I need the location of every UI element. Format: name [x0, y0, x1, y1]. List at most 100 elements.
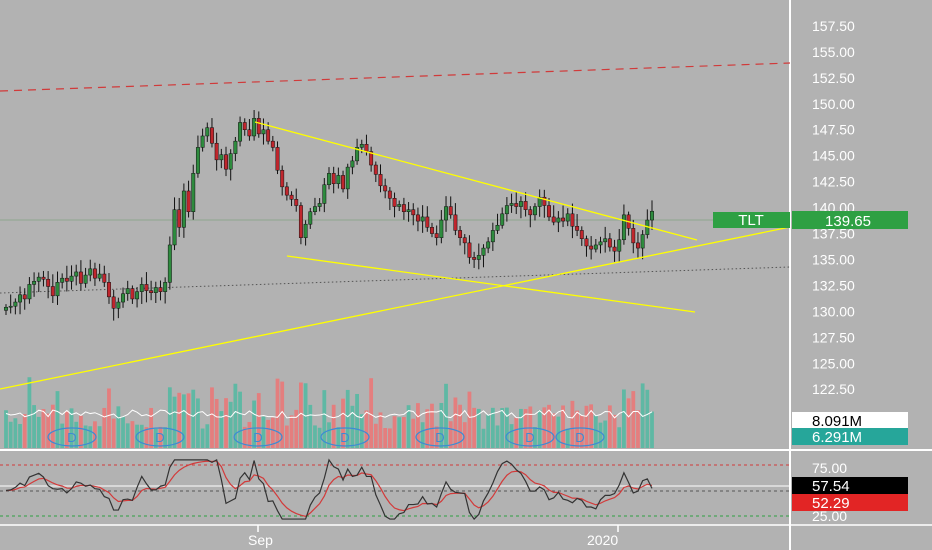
volume-bar — [41, 409, 46, 448]
candle — [22, 288, 27, 310]
candle — [224, 146, 228, 177]
dividend-marker[interactable] — [320, 427, 370, 447]
volume-bar — [490, 407, 495, 448]
rsi-signal-line — [5, 460, 653, 518]
volume-bar — [509, 424, 514, 448]
volume-bar — [107, 388, 111, 448]
volume-bar — [551, 413, 556, 448]
volume-bar — [458, 404, 462, 448]
candle — [294, 188, 299, 212]
price-tick-label: 132.50 — [812, 277, 855, 293]
price-tick-label: 157.50 — [812, 18, 855, 34]
candle — [163, 277, 168, 304]
candle — [509, 193, 514, 213]
candle — [238, 116, 243, 147]
volume-bar — [8, 421, 13, 448]
candle — [636, 232, 640, 259]
candle — [617, 229, 622, 263]
volume-bar — [575, 410, 580, 448]
price-tick-label: 150.00 — [812, 96, 855, 112]
dividend-marker[interactable] — [555, 427, 605, 447]
candle — [139, 277, 144, 304]
volume-bar — [345, 389, 350, 448]
candle — [177, 197, 182, 237]
candle — [181, 183, 186, 238]
candle — [593, 238, 598, 253]
candle — [537, 189, 542, 217]
volume-bar — [387, 428, 392, 448]
volume-bar — [476, 408, 481, 448]
candle — [621, 204, 626, 245]
volume-bar — [542, 407, 547, 448]
rsi-value-tag — [792, 477, 908, 494]
candle — [153, 281, 158, 303]
candle — [458, 225, 463, 246]
volume-bar — [406, 405, 411, 448]
price-tick-label: 130.00 — [812, 303, 855, 319]
volume-bar — [270, 417, 275, 448]
candle — [607, 233, 612, 252]
volume-bar — [74, 421, 79, 448]
rsi-line — [5, 458, 653, 520]
candle — [533, 203, 537, 221]
candle — [36, 272, 41, 293]
candle — [472, 251, 477, 268]
volume-bar — [411, 418, 416, 448]
candle — [64, 265, 69, 292]
volume-bar — [467, 391, 472, 448]
candle — [518, 196, 523, 219]
volume-bar — [256, 393, 261, 448]
candle — [130, 285, 135, 304]
volume-bar — [444, 383, 448, 448]
volume-bar — [607, 405, 612, 448]
candle — [392, 192, 397, 218]
volume-bar — [210, 387, 214, 448]
volume-bar — [18, 423, 22, 448]
candle — [411, 203, 416, 226]
dividend-marker[interactable] — [233, 427, 283, 447]
volume-bar — [111, 418, 116, 448]
volume-bar — [167, 387, 172, 448]
candle — [270, 135, 275, 152]
candle — [476, 243, 481, 270]
volume-bar — [584, 405, 589, 448]
volume-bar — [191, 389, 196, 448]
candle — [275, 141, 280, 175]
volume-bar — [626, 398, 631, 448]
candle — [303, 220, 308, 246]
candle — [121, 287, 125, 308]
volume-bar — [125, 423, 130, 448]
candle — [369, 146, 374, 172]
dividend-marker[interactable] — [505, 427, 555, 447]
candle — [256, 111, 261, 138]
candle — [406, 202, 411, 222]
volume-bar — [22, 414, 27, 448]
volume-bar — [514, 417, 519, 448]
volume-bar — [172, 396, 177, 448]
dividend-marker[interactable] — [47, 427, 97, 447]
volume-bar — [430, 403, 434, 448]
rsi-signal-tag — [792, 494, 908, 511]
volume-bar — [36, 416, 41, 448]
volume-bar — [425, 409, 430, 448]
dividend-label: D — [253, 430, 262, 445]
volume-bar — [313, 425, 317, 448]
candle — [4, 304, 8, 316]
volume-bar — [27, 377, 32, 448]
volume-bar — [589, 404, 594, 448]
dividend-marker[interactable] — [135, 427, 185, 447]
candle — [528, 206, 533, 228]
volume-bar — [612, 414, 617, 448]
candle — [490, 222, 495, 251]
dividend-marker[interactable] — [415, 427, 465, 447]
candle — [640, 230, 645, 260]
volume-bar — [163, 427, 168, 448]
volume-bar — [448, 421, 453, 448]
volume-bar — [486, 414, 491, 448]
lower-wedge-trendline — [286, 255, 696, 313]
candle — [200, 128, 205, 152]
candle — [18, 286, 22, 315]
volume-bar — [416, 403, 420, 448]
